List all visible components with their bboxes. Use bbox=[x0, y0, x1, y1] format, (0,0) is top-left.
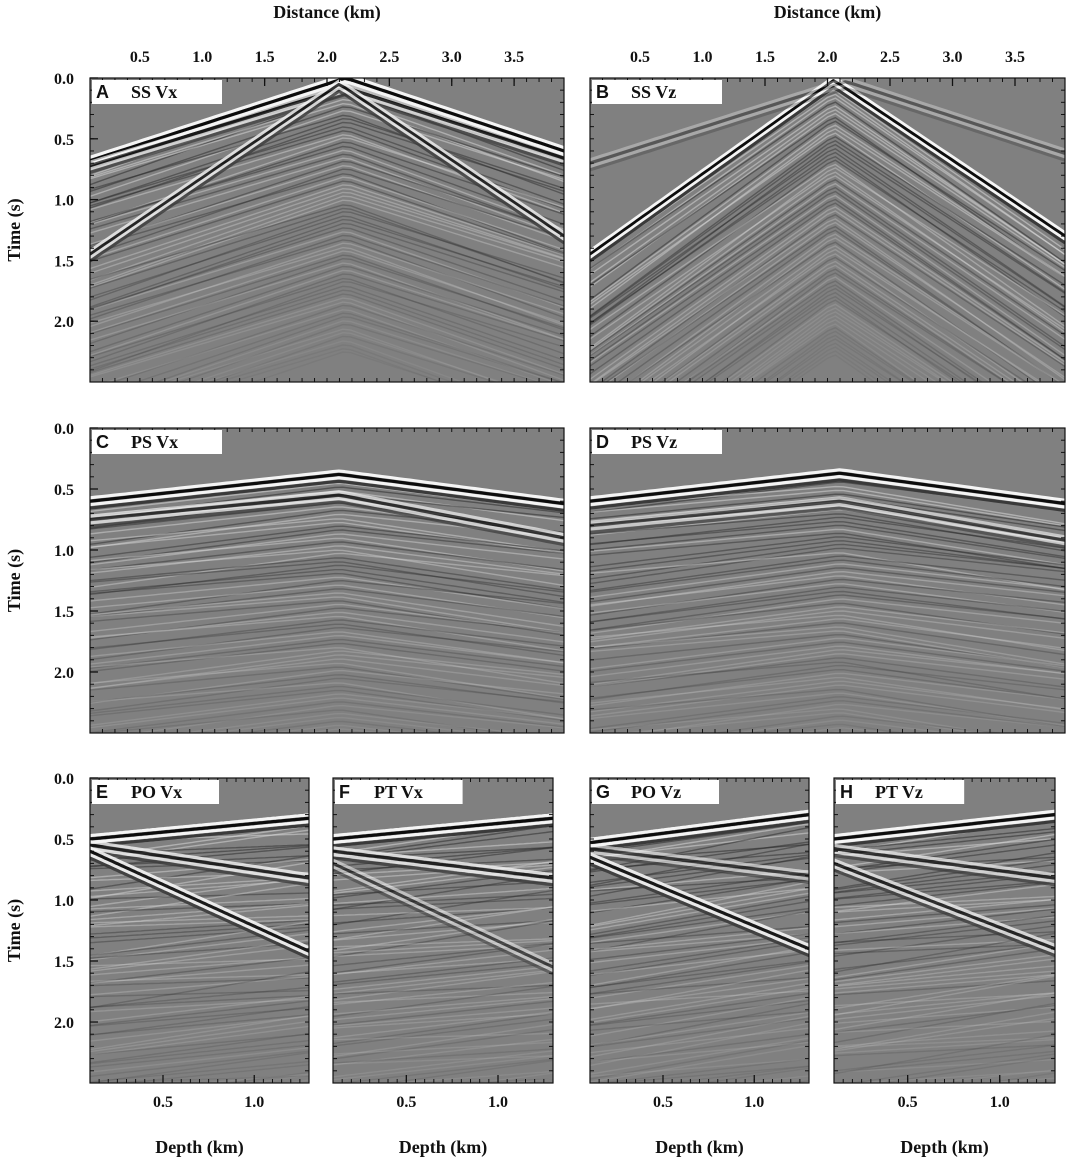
event-1 bbox=[333, 813, 553, 848]
x-tick-label: 2.5 bbox=[379, 49, 399, 66]
panel-G: 0.5 1.0 G PO Vz Depth (km) bbox=[589, 777, 810, 1158]
minor-ticks bbox=[89, 777, 310, 1084]
x-tick-label: 0.5 bbox=[653, 1094, 673, 1111]
x-tick-label: 0.5 bbox=[630, 49, 650, 66]
minor-ticks bbox=[589, 427, 1066, 734]
y-axis-title: Time (s) bbox=[4, 899, 25, 962]
y-tick-label: 1.5 bbox=[54, 604, 74, 621]
x-tick-label: 1.0 bbox=[693, 49, 713, 66]
panel-label-box bbox=[92, 780, 220, 804]
y-tick-label: 1.0 bbox=[54, 193, 74, 210]
x-tick-label: 2.0 bbox=[818, 49, 838, 66]
panel-label-box bbox=[92, 80, 222, 104]
x-tick-label: 2.5 bbox=[880, 49, 900, 66]
y-axis-title: Time (s) bbox=[4, 549, 25, 612]
panel-letter: F bbox=[339, 782, 350, 802]
event-3 bbox=[834, 858, 1055, 958]
x-tick-label: 3.5 bbox=[504, 49, 524, 66]
panel-title: PO Vx bbox=[131, 782, 182, 802]
panel-A: 0.5 1.0 1.5 2.0 2.5 3.0 3.5 0.0 0.5 1.0 1.5 2.0 A SS … bbox=[4, 2, 565, 383]
x-tick-label: 0.5 bbox=[396, 1094, 416, 1111]
panel-label-box bbox=[592, 430, 722, 454]
panel-label-box bbox=[836, 780, 965, 804]
x-tick-label: 1.0 bbox=[488, 1094, 508, 1111]
y-tick-label: 2.0 bbox=[54, 314, 74, 331]
x-axis-title: Distance (km) bbox=[273, 2, 380, 23]
event-3 bbox=[90, 846, 309, 960]
event-2 bbox=[590, 843, 809, 884]
minor-ticks bbox=[589, 77, 1066, 383]
y-tick-label: 0.5 bbox=[54, 482, 74, 499]
panel-label-box bbox=[592, 780, 720, 804]
panel-label-box bbox=[92, 430, 222, 454]
panel-letter: A bbox=[96, 82, 109, 102]
y-axis-title: Time (s) bbox=[4, 198, 25, 261]
event-3 bbox=[90, 79, 564, 263]
panel-D: D PS Vz bbox=[589, 427, 1066, 734]
x-tick-label: 1.5 bbox=[255, 49, 275, 66]
x-tick-label: 3.0 bbox=[442, 49, 462, 66]
y-tick-label: 2.0 bbox=[54, 1015, 74, 1032]
x-tick-label: 3.5 bbox=[1005, 49, 1025, 66]
event-2 bbox=[590, 496, 1065, 549]
panel-title: SS Vz bbox=[631, 82, 676, 102]
panel-C: 0.0 0.5 1.0 1.5 2.0 C PS Vx Time (s) bbox=[4, 421, 565, 734]
event-2 bbox=[90, 490, 564, 547]
y-tick-label: 0.5 bbox=[54, 132, 74, 149]
x-tick-label: 1.0 bbox=[744, 1094, 764, 1111]
x-axis-title: Depth (km) bbox=[155, 1137, 244, 1158]
x-tick-label: 3.0 bbox=[943, 49, 963, 66]
y-tick-label: 0.0 bbox=[54, 771, 74, 788]
y-tick-label: 0.0 bbox=[54, 421, 74, 438]
x-axis-title: Depth (km) bbox=[655, 1137, 744, 1158]
event-2 bbox=[834, 843, 1055, 887]
panel-label-box bbox=[592, 80, 722, 104]
panel-letter: G bbox=[596, 782, 610, 802]
event-3 bbox=[333, 858, 553, 976]
panel-H: 0.5 1.0 H PT Vz Depth (km) bbox=[833, 777, 1056, 1158]
panel-title: PT Vz bbox=[875, 782, 923, 802]
panel-letter: E bbox=[96, 782, 108, 802]
y-tick-label: 0.5 bbox=[54, 832, 74, 849]
x-tick-label: 1.0 bbox=[192, 49, 212, 66]
panel-F: 0.5 1.0 F PT Vx Depth (km) bbox=[332, 777, 554, 1158]
x-tick-label: 1.5 bbox=[755, 49, 775, 66]
x-tick-label: 2.0 bbox=[317, 49, 337, 66]
event-2 bbox=[90, 840, 309, 887]
panel-B: 0.5 1.0 1.5 2.0 2.5 3.0 3.5 B SS Vz Distance (km) bbox=[589, 2, 1066, 383]
y-tick-label: 2.0 bbox=[54, 665, 74, 682]
event-1 bbox=[590, 468, 1065, 513]
panel-E: 0.5 1.0 0.0 0.5 1.0 1.5 2.0 E PO Vx Depth (km) Tim… bbox=[4, 771, 310, 1158]
x-axis-title: Depth (km) bbox=[399, 1137, 488, 1158]
panel-letter: H bbox=[840, 782, 853, 802]
x-tick-label: 0.5 bbox=[898, 1094, 918, 1111]
panel-title: PT Vx bbox=[374, 782, 423, 802]
x-tick-label: 1.0 bbox=[244, 1094, 264, 1111]
event-1 bbox=[834, 809, 1055, 848]
y-tick-label: 1.5 bbox=[54, 253, 74, 270]
panel-title: SS Vx bbox=[131, 82, 177, 102]
panel-label-box bbox=[335, 780, 463, 804]
y-tick-label: 0.0 bbox=[54, 71, 74, 88]
y-tick-label: 1.5 bbox=[54, 954, 74, 971]
panel-title: PS Vx bbox=[131, 432, 178, 452]
x-axis-title: Depth (km) bbox=[900, 1137, 989, 1158]
x-tick-label: 0.5 bbox=[130, 49, 150, 66]
event-1 bbox=[590, 809, 809, 852]
panel-letter: D bbox=[596, 432, 609, 452]
y-tick-label: 1.0 bbox=[54, 543, 74, 560]
event-2 bbox=[333, 846, 553, 887]
x-tick-label: 0.5 bbox=[153, 1094, 173, 1111]
panel-title: PS Vz bbox=[631, 432, 677, 452]
event-3 bbox=[590, 852, 809, 958]
panel-letter: C bbox=[96, 432, 109, 452]
event-1 bbox=[90, 813, 309, 848]
panel-title: PO Vz bbox=[631, 782, 681, 802]
y-tick-label: 1.0 bbox=[54, 893, 74, 910]
x-tick-label: 1.0 bbox=[990, 1094, 1010, 1111]
panel-letter: B bbox=[596, 82, 609, 102]
event-1 bbox=[90, 469, 564, 513]
x-axis-title: Distance (km) bbox=[774, 2, 881, 23]
